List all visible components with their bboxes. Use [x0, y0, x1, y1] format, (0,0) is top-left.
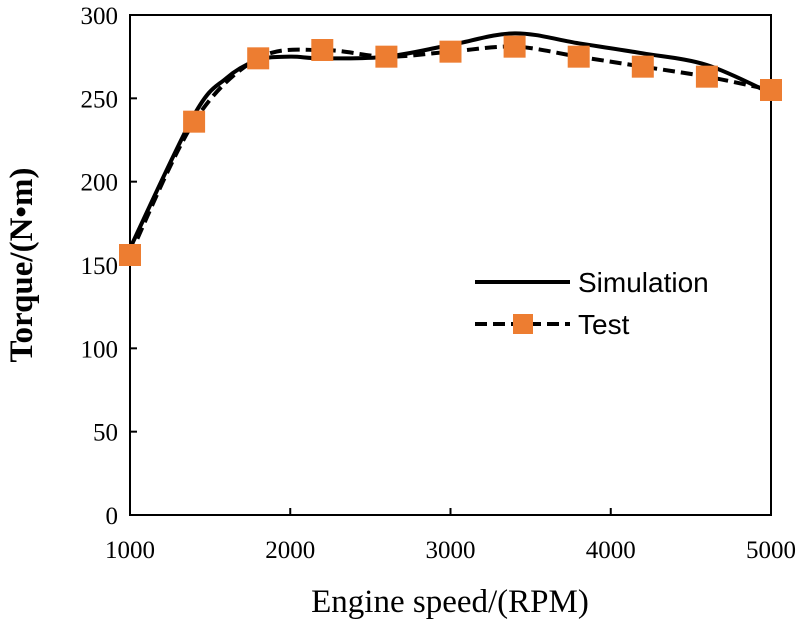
y-axis-label: Torque/(N•m) — [4, 168, 40, 363]
legend: Simulation Test — [475, 267, 709, 340]
x-tick-label: 1000 — [105, 537, 155, 564]
test-point — [311, 39, 334, 61]
plot-area-frame — [129, 14, 772, 516]
test-point — [119, 244, 141, 266]
legend-test-label: Test — [578, 309, 630, 340]
test-point — [183, 110, 206, 133]
test-point — [567, 45, 590, 68]
test-point — [503, 35, 526, 58]
test-point — [375, 45, 398, 68]
test-point — [247, 47, 270, 70]
legend-test-marker — [513, 314, 533, 334]
legend-simulation-label: Simulation — [578, 267, 709, 298]
y-tick-label: 0 — [106, 503, 119, 530]
test-point — [695, 65, 718, 88]
y-tick-label: 300 — [81, 3, 119, 30]
y-tick-label: 200 — [81, 170, 119, 197]
y-tick-label: 250 — [81, 86, 119, 113]
test-point — [439, 40, 462, 63]
y-tick-label: 150 — [81, 253, 119, 280]
test-point — [760, 79, 782, 101]
x-tick-label: 2000 — [265, 537, 315, 564]
x-tick-label: 3000 — [426, 537, 476, 564]
test-point — [631, 55, 654, 78]
x-axis-label: Engine speed/(RPM) — [311, 584, 589, 620]
y-tick-label: 50 — [93, 420, 118, 447]
simulation-series-line — [128, 31, 772, 250]
x-tick-label: 4000 — [586, 537, 636, 564]
x-tick-label: 5000 — [746, 537, 796, 564]
y-tick-label: 100 — [81, 336, 119, 363]
